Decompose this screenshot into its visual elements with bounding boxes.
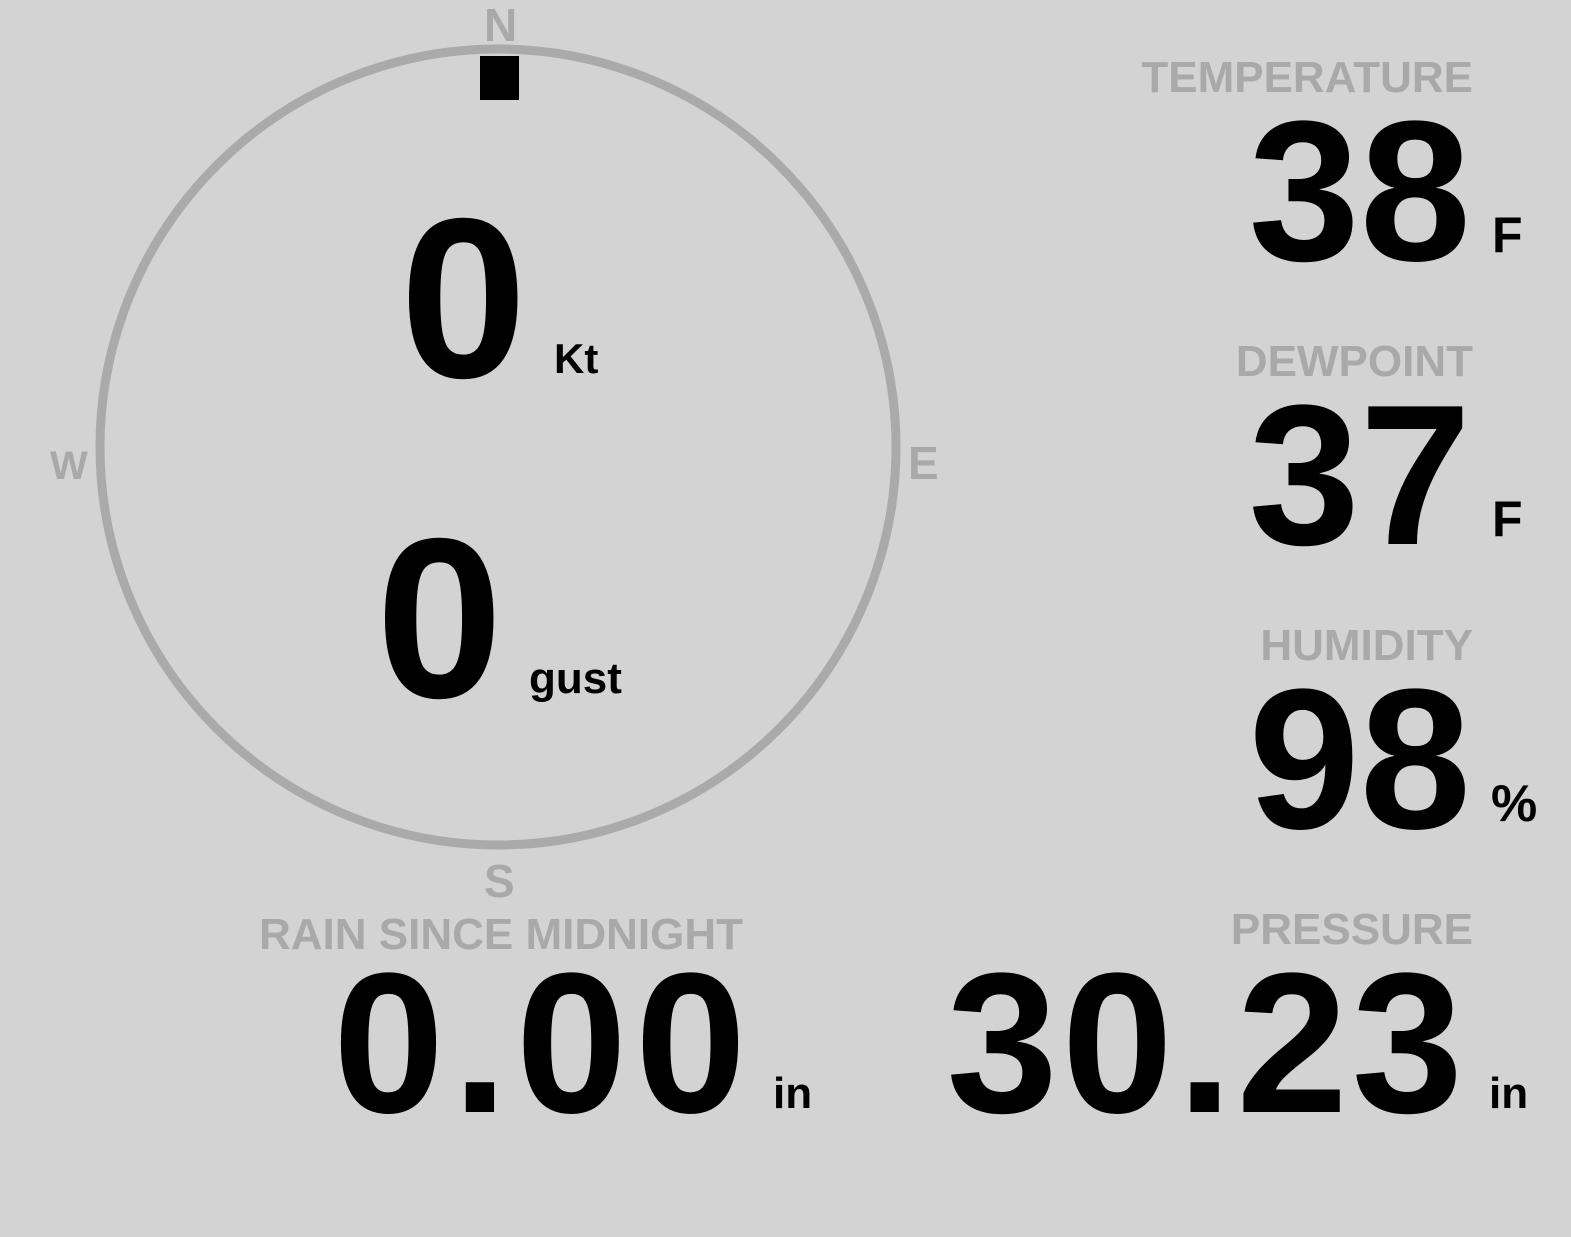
compass-west-label: W <box>50 444 88 488</box>
wind-speed-value: 0 <box>400 172 527 426</box>
pressure-label: PRESSURE <box>1230 905 1473 954</box>
humidity-value: 98 <box>1248 648 1471 871</box>
compass-east-label: E <box>908 437 939 489</box>
wind-gust-value: 0 <box>376 492 503 746</box>
temperature-unit: F <box>1492 207 1523 263</box>
temperature-label: TEMPERATURE <box>1141 53 1473 102</box>
compass-north-label: N <box>484 0 518 51</box>
dewpoint-unit: F <box>1492 491 1523 547</box>
rain-label: RAIN SINCE MIDNIGHT <box>259 910 743 959</box>
humidity-unit: % <box>1491 775 1538 833</box>
wind-direction-marker <box>480 56 519 100</box>
humidity-label: HUMIDITY <box>1260 621 1473 670</box>
temperature-value: 38 <box>1248 80 1471 303</box>
compass-south-label: S <box>484 855 515 907</box>
pressure-value: 30.23 <box>946 932 1467 1155</box>
pressure-unit: in <box>1489 1069 1529 1118</box>
wind-compass <box>95 44 901 850</box>
rain-unit: in <box>773 1069 813 1118</box>
wind-gust-unit: gust <box>529 654 622 703</box>
dewpoint-label: DEWPOINT <box>1235 337 1473 386</box>
compass-ring <box>95 44 901 850</box>
rain-value: 0.00 <box>333 932 755 1155</box>
dewpoint-value: 37 <box>1248 364 1471 587</box>
wind-speed-unit: Kt <box>554 335 599 382</box>
